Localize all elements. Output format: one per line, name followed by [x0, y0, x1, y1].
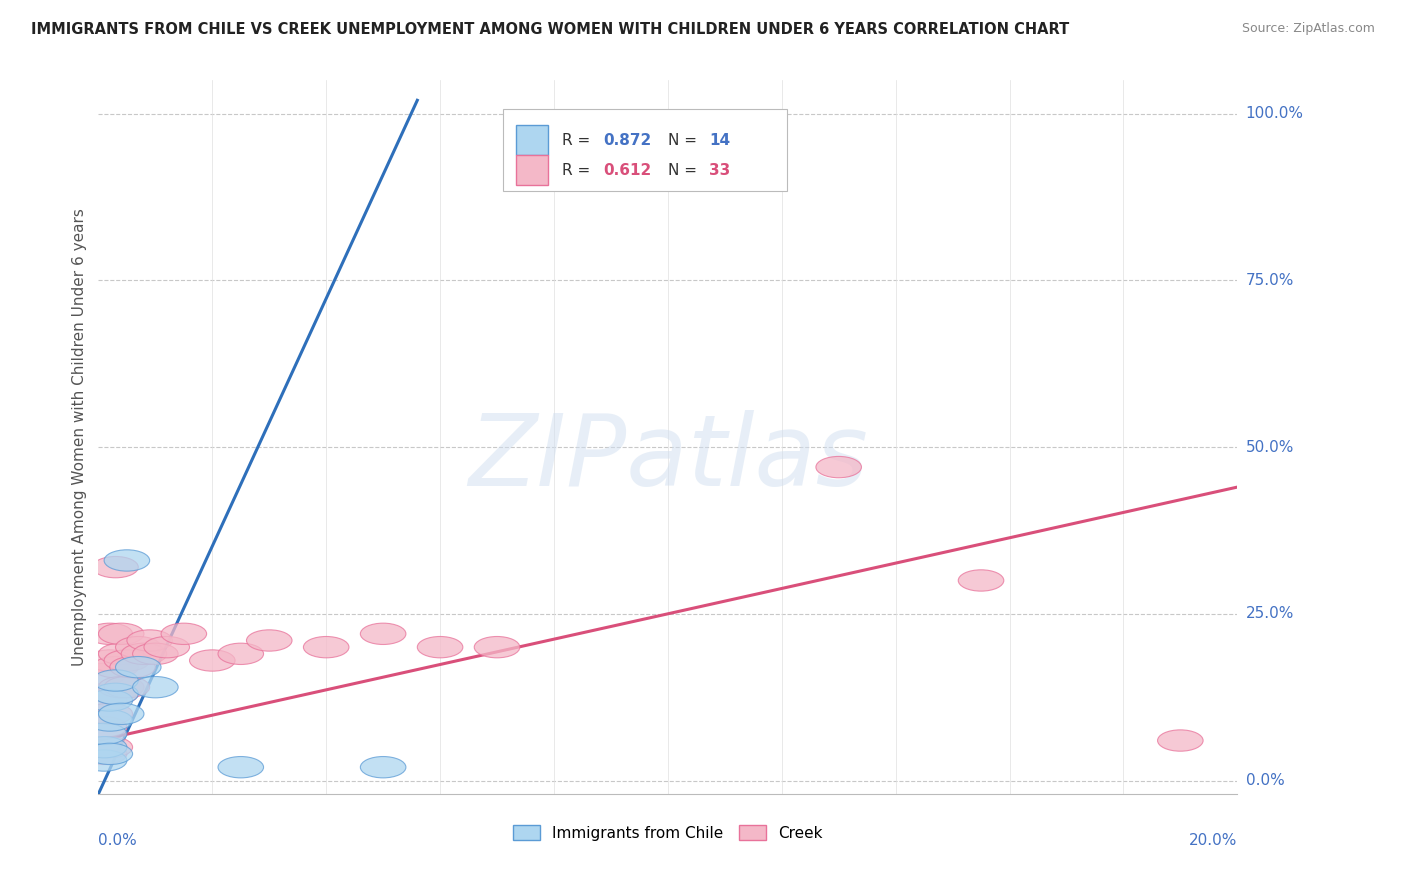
Ellipse shape	[98, 624, 143, 645]
Text: 0.872: 0.872	[603, 133, 651, 147]
Ellipse shape	[218, 643, 263, 665]
Ellipse shape	[98, 643, 143, 665]
Ellipse shape	[304, 637, 349, 657]
Ellipse shape	[246, 630, 292, 651]
Ellipse shape	[87, 690, 132, 711]
Text: 0.0%: 0.0%	[1246, 773, 1284, 788]
Text: N =: N =	[668, 163, 702, 178]
Ellipse shape	[87, 703, 132, 724]
FancyBboxPatch shape	[516, 155, 548, 186]
Ellipse shape	[93, 683, 138, 705]
Ellipse shape	[93, 557, 138, 578]
Ellipse shape	[815, 457, 862, 478]
Text: 20.0%: 20.0%	[1189, 833, 1237, 848]
Ellipse shape	[104, 676, 149, 698]
Ellipse shape	[132, 643, 179, 665]
Ellipse shape	[82, 750, 127, 772]
Legend: Immigrants from Chile, Creek: Immigrants from Chile, Creek	[506, 819, 830, 847]
Ellipse shape	[82, 723, 127, 745]
Text: R =: R =	[562, 133, 595, 147]
Ellipse shape	[82, 737, 127, 758]
Ellipse shape	[132, 676, 179, 698]
Ellipse shape	[98, 703, 143, 724]
Text: ZIPatlas: ZIPatlas	[468, 410, 868, 507]
Ellipse shape	[115, 637, 162, 657]
Ellipse shape	[87, 737, 132, 758]
Ellipse shape	[87, 743, 132, 764]
Ellipse shape	[104, 650, 149, 671]
Ellipse shape	[474, 637, 520, 657]
Ellipse shape	[190, 650, 235, 671]
Ellipse shape	[115, 657, 162, 678]
Text: 25.0%: 25.0%	[1246, 607, 1294, 622]
Ellipse shape	[82, 663, 127, 684]
Ellipse shape	[959, 570, 1004, 591]
Ellipse shape	[143, 637, 190, 657]
Ellipse shape	[418, 637, 463, 657]
Ellipse shape	[110, 657, 155, 678]
Text: R =: R =	[562, 163, 595, 178]
Text: 100.0%: 100.0%	[1246, 106, 1303, 121]
Ellipse shape	[93, 683, 138, 705]
Ellipse shape	[218, 756, 263, 778]
Ellipse shape	[162, 624, 207, 645]
Ellipse shape	[87, 624, 132, 645]
Text: 0.612: 0.612	[603, 163, 651, 178]
Ellipse shape	[87, 650, 132, 671]
Text: 14: 14	[709, 133, 730, 147]
FancyBboxPatch shape	[503, 109, 787, 191]
Text: 50.0%: 50.0%	[1246, 440, 1294, 455]
Text: N =: N =	[668, 133, 702, 147]
Text: Source: ZipAtlas.com: Source: ZipAtlas.com	[1241, 22, 1375, 36]
Text: 75.0%: 75.0%	[1246, 273, 1294, 288]
Ellipse shape	[93, 657, 138, 678]
Ellipse shape	[1157, 730, 1204, 751]
Text: 0.0%: 0.0%	[98, 833, 138, 848]
Ellipse shape	[87, 710, 132, 731]
Ellipse shape	[82, 716, 127, 738]
FancyBboxPatch shape	[516, 125, 548, 155]
Ellipse shape	[127, 630, 173, 651]
Ellipse shape	[104, 549, 149, 571]
Ellipse shape	[121, 643, 167, 665]
Ellipse shape	[360, 756, 406, 778]
Ellipse shape	[82, 743, 127, 764]
Text: 33: 33	[709, 163, 730, 178]
Y-axis label: Unemployment Among Women with Children Under 6 years: Unemployment Among Women with Children U…	[72, 208, 87, 666]
Ellipse shape	[82, 690, 127, 711]
Ellipse shape	[98, 676, 143, 698]
Ellipse shape	[360, 624, 406, 645]
Text: IMMIGRANTS FROM CHILE VS CREEK UNEMPLOYMENT AMONG WOMEN WITH CHILDREN UNDER 6 YE: IMMIGRANTS FROM CHILE VS CREEK UNEMPLOYM…	[31, 22, 1069, 37]
Ellipse shape	[93, 670, 138, 691]
